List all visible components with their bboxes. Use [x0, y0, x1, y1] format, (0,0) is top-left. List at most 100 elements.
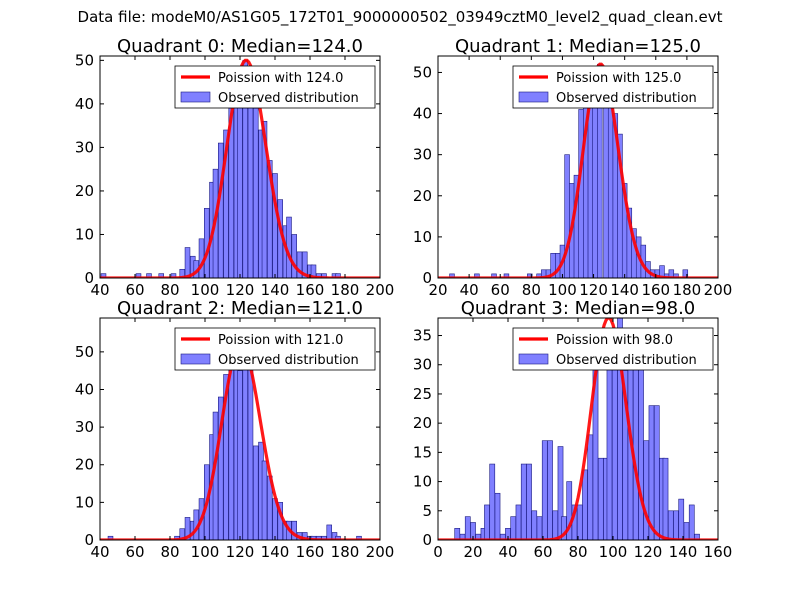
x-tick-label: 100: [191, 543, 220, 561]
y-tick-label: 30: [75, 138, 94, 156]
histogram-bar: [464, 516, 471, 540]
histogram-bar: [242, 351, 249, 540]
histogram-bar: [223, 129, 229, 278]
x-tick-label: 60: [491, 281, 510, 299]
y-tick-label: 0: [84, 269, 94, 287]
histogram-bar: [582, 469, 588, 540]
histogram-bar: [326, 524, 332, 540]
legend-fit-label: Poission with 98.0: [556, 333, 673, 348]
histogram-bar: [662, 457, 669, 540]
y-tick-label: 0: [422, 269, 432, 287]
x-tick-label: 80: [160, 543, 179, 561]
legend-hist-label: Observed distribution: [556, 353, 697, 368]
histogram-bar: [547, 440, 553, 540]
x-tick-label: 140: [261, 281, 290, 299]
y-tick-label: 30: [413, 146, 432, 164]
histogram-bar: [237, 370, 243, 540]
y-tick-label: 35: [413, 327, 432, 345]
y-tick-label: 50: [75, 343, 94, 361]
histogram-bar: [272, 173, 278, 278]
legend-fit-label: Poission with 121.0: [218, 333, 343, 348]
x-tick-label: 120: [634, 543, 663, 561]
y-tick-label: 30: [75, 418, 94, 436]
y-tick-label: 50: [413, 63, 432, 81]
histogram-bar: [218, 142, 224, 278]
histogram-bar: [683, 522, 690, 540]
x-tick-label: 100: [548, 281, 577, 299]
panel-title: Quadrant 1: Median=125.0: [455, 36, 701, 57]
y-tick-label: 25: [413, 385, 432, 403]
x-tick-label: 140: [669, 543, 698, 561]
x-tick-label: 80: [160, 281, 179, 299]
x-tick-label: 180: [331, 543, 360, 561]
x-tick-label: 160: [641, 281, 670, 299]
histogram-bar: [552, 510, 559, 540]
y-tick-label: 20: [75, 456, 94, 474]
poisson-fit-line: [438, 318, 718, 540]
legend-hist-swatch: [180, 353, 211, 365]
histogram-bar: [184, 247, 191, 278]
x-tick-label: 180: [331, 281, 360, 299]
histogram-bar: [515, 504, 522, 540]
histogram-bar: [454, 528, 461, 540]
histogram-bar: [449, 273, 455, 278]
x-tick-label: 60: [533, 543, 552, 561]
histogram-bar: [247, 90, 254, 278]
histogram-bar: [678, 498, 685, 540]
y-tick-label: 40: [75, 95, 94, 113]
legend: Poission with 124.0 Observed distribution: [174, 65, 376, 109]
x-tick-label: 20: [463, 543, 482, 561]
histogram-bar: [557, 446, 564, 540]
y-tick-label: 0: [84, 531, 94, 549]
histogram-bar: [643, 440, 650, 540]
y-tick-label: 20: [413, 187, 432, 205]
legend-hist-label: Observed distribution: [218, 353, 359, 368]
x-tick-label: 60: [125, 543, 144, 561]
y-tick-label: 10: [75, 493, 94, 511]
histogram-bar: [228, 362, 235, 540]
histogram-bar: [291, 234, 297, 278]
x-tick-label: 120: [226, 543, 255, 561]
x-tick-label: 100: [599, 543, 628, 561]
x-tick-label: 40: [498, 543, 517, 561]
histogram-bar: [491, 273, 497, 278]
quadrant-3-panel: 0 20 40 60 80 100 120 140 160 0 5 10 15 20 25 30 35 Quadr…: [413, 298, 732, 561]
histogram-bar: [261, 460, 268, 540]
histogram-bar: [296, 251, 303, 278]
histogram-bar: [526, 463, 532, 540]
histogram-bar: [606, 352, 613, 540]
x-tick-label: 160: [296, 281, 325, 299]
panel-title: Quadrant 0: Median=124.0: [117, 36, 363, 57]
x-tick-label: 200: [366, 543, 395, 561]
legend-fit-label: Poission with 125.0: [556, 71, 681, 86]
histogram-bar: [510, 516, 517, 540]
x-tick-label: 40: [90, 281, 109, 299]
histogram-bar: [667, 510, 674, 540]
y-tick-label: 20: [75, 182, 94, 200]
histogram-bar: [494, 492, 501, 540]
histogram-bar: [536, 516, 543, 540]
x-tick-label: 80: [568, 543, 587, 561]
panel-title: Quadrant 3: Median=98.0: [461, 298, 696, 319]
quadrant-0-panel: 40 60 80 100 120 140 160 180 200 0 10 20 30 40 50 Quadr…: [75, 36, 394, 299]
x-tick-label: 200: [366, 281, 395, 299]
x-tick-label: 60: [125, 281, 144, 299]
histogram-bar: [484, 504, 490, 540]
legend-hist-swatch: [180, 91, 211, 103]
y-tick-label: 10: [413, 473, 432, 491]
histogram-bar: [261, 120, 268, 278]
y-tick-label: 10: [75, 225, 94, 243]
histogram-bar: [638, 358, 644, 540]
legend-hist-swatch: [518, 353, 549, 365]
x-tick-label: 200: [704, 281, 733, 299]
legend: Poission with 98.0 Observed distribution: [512, 327, 714, 371]
histogram-bar: [564, 154, 570, 278]
histogram-bar: [310, 264, 317, 278]
histogram-bar: [223, 374, 229, 540]
histogram-bar: [489, 463, 496, 540]
x-tick-label: 180: [673, 281, 702, 299]
histogram-bar: [253, 445, 259, 540]
quadrant-1-panel: 20 40 60 80 100 120 140 160 180 200 0 10 20 30 40 50 Qua…: [413, 36, 732, 299]
quadrant-2-panel: 40 60 80 100 120 140 160 180 200 0 10 20 30 40 50 Quadr…: [75, 298, 394, 561]
x-tick-label: 160: [296, 543, 325, 561]
